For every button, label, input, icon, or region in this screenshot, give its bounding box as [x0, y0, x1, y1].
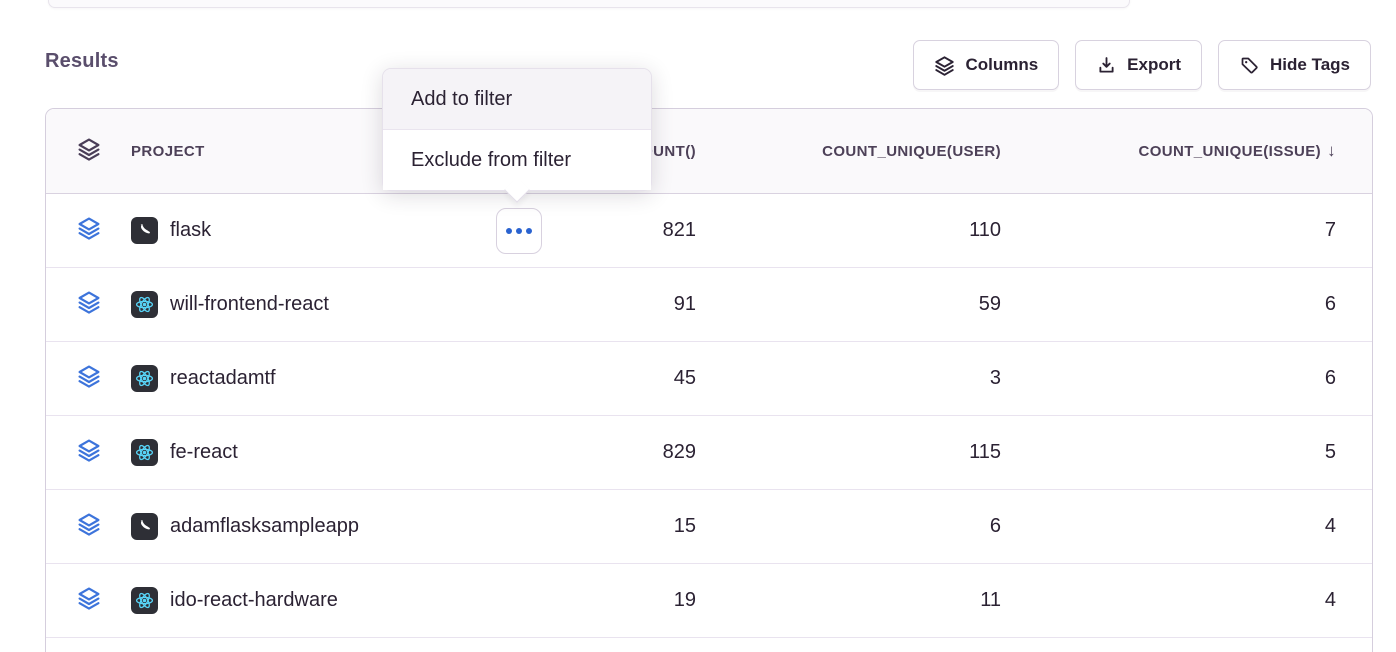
count-unique-user-value: 3	[989, 367, 1001, 389]
count-unique-user-value: 11	[980, 589, 1001, 611]
flask-platform-icon	[131, 513, 158, 540]
stack-icon	[77, 364, 101, 393]
count-value: 829	[662, 441, 696, 463]
row-stack-cell[interactable]	[46, 364, 131, 393]
count-unique-issue-value: 6	[1324, 293, 1336, 315]
project-name: adamflasksampleapp	[170, 515, 359, 537]
results-table: PROJECT COUNT() COUNT_UNIQUE(USER) COUNT…	[45, 108, 1373, 652]
table-row: fe-react 829 115 5	[46, 416, 1372, 490]
count-unique-issue-value: 6	[1324, 367, 1336, 389]
page-title: Results	[45, 50, 119, 72]
stack-icon	[77, 438, 101, 467]
row-actions-button[interactable]	[496, 207, 542, 254]
cutoff-panel-edge	[48, 0, 1130, 8]
context-menu: Add to filter Exclude from filter	[382, 68, 652, 203]
stack-icon	[77, 290, 101, 319]
count-unique-user-value: 115	[969, 441, 1001, 463]
project-name: reactadamtf	[170, 367, 276, 389]
count-value: 91	[673, 293, 696, 315]
project-cell[interactable]: fe-react	[131, 439, 567, 466]
hide-tags-button[interactable]: Hide Tags	[1218, 40, 1371, 90]
count-value: 15	[673, 515, 696, 537]
row-stack-cell[interactable]	[46, 512, 131, 541]
layers-icon	[934, 55, 955, 76]
stack-icon	[77, 586, 101, 615]
project-name: ido-react-hardware	[170, 589, 338, 611]
menu-item-add-to-filter[interactable]: Add to filter	[383, 69, 651, 130]
stack-icon	[77, 216, 101, 245]
ellipsis-icon	[506, 227, 512, 234]
tag-icon	[1239, 55, 1260, 76]
count-unique-issue-value: 4	[1324, 515, 1336, 537]
table-row: will-frontend-react 91 59 6	[46, 268, 1372, 342]
count-unique-user-value: 110	[969, 219, 1001, 241]
project-cell[interactable]: flask	[131, 207, 567, 254]
row-stack-cell[interactable]	[46, 290, 131, 319]
react-platform-icon	[131, 365, 158, 392]
table-row: reactadamtf 45 3 6	[46, 342, 1372, 416]
column-header-count-unique-issue[interactable]: COUNT_UNIQUE(ISSUE) ↓	[1138, 141, 1336, 160]
project-cell[interactable]: ido-react-hardware	[131, 587, 567, 614]
count-unique-user-value: 59	[978, 293, 1001, 315]
columns-button-label: Columns	[965, 55, 1039, 74]
count-unique-issue-value: 4	[1324, 589, 1336, 611]
project-cell[interactable]: reactadamtf	[131, 365, 567, 392]
flask-platform-icon	[131, 217, 158, 244]
react-platform-icon	[131, 439, 158, 466]
row-stack-cell[interactable]	[46, 586, 131, 615]
react-platform-icon	[131, 291, 158, 318]
count-value: 19	[673, 589, 696, 611]
toolbar: Columns Export Hide Tags	[913, 40, 1371, 90]
project-cell[interactable]: adamflasksampleapp	[131, 513, 567, 540]
header-stack-cell[interactable]	[46, 137, 131, 166]
stack-icon	[77, 512, 101, 541]
column-header-project[interactable]: PROJECT	[131, 142, 205, 160]
columns-button[interactable]: Columns	[913, 40, 1060, 90]
column-header-count-unique-user[interactable]: COUNT_UNIQUE(USER)	[822, 142, 1001, 160]
table-header-row: PROJECT COUNT() COUNT_UNIQUE(USER) COUNT…	[46, 109, 1372, 194]
table-row-partial	[46, 638, 1372, 652]
project-name: will-frontend-react	[170, 293, 329, 315]
count-unique-issue-value: 7	[1324, 219, 1336, 241]
sort-descending-icon: ↓	[1327, 141, 1336, 160]
export-button-label: Export	[1127, 55, 1182, 74]
table-row: flask 821 110 7	[46, 194, 1372, 268]
export-button[interactable]: Export	[1075, 40, 1203, 90]
project-name: fe-react	[170, 441, 238, 463]
download-icon	[1096, 55, 1117, 76]
count-value: 45	[673, 367, 696, 389]
row-stack-cell[interactable]	[46, 438, 131, 467]
count-value: 821	[662, 219, 696, 241]
count-unique-issue-value: 5	[1324, 441, 1336, 463]
count-unique-user-value: 6	[989, 515, 1001, 537]
react-platform-icon	[131, 587, 158, 614]
table-row: ido-react-hardware 19 11 4	[46, 564, 1372, 638]
table-row: adamflasksampleapp 15 6 4	[46, 490, 1372, 564]
project-name: flask	[170, 219, 212, 241]
project-cell[interactable]: will-frontend-react	[131, 291, 567, 318]
stack-icon	[77, 137, 101, 166]
hide-tags-button-label: Hide Tags	[1270, 55, 1350, 74]
row-stack-cell[interactable]	[46, 216, 131, 245]
